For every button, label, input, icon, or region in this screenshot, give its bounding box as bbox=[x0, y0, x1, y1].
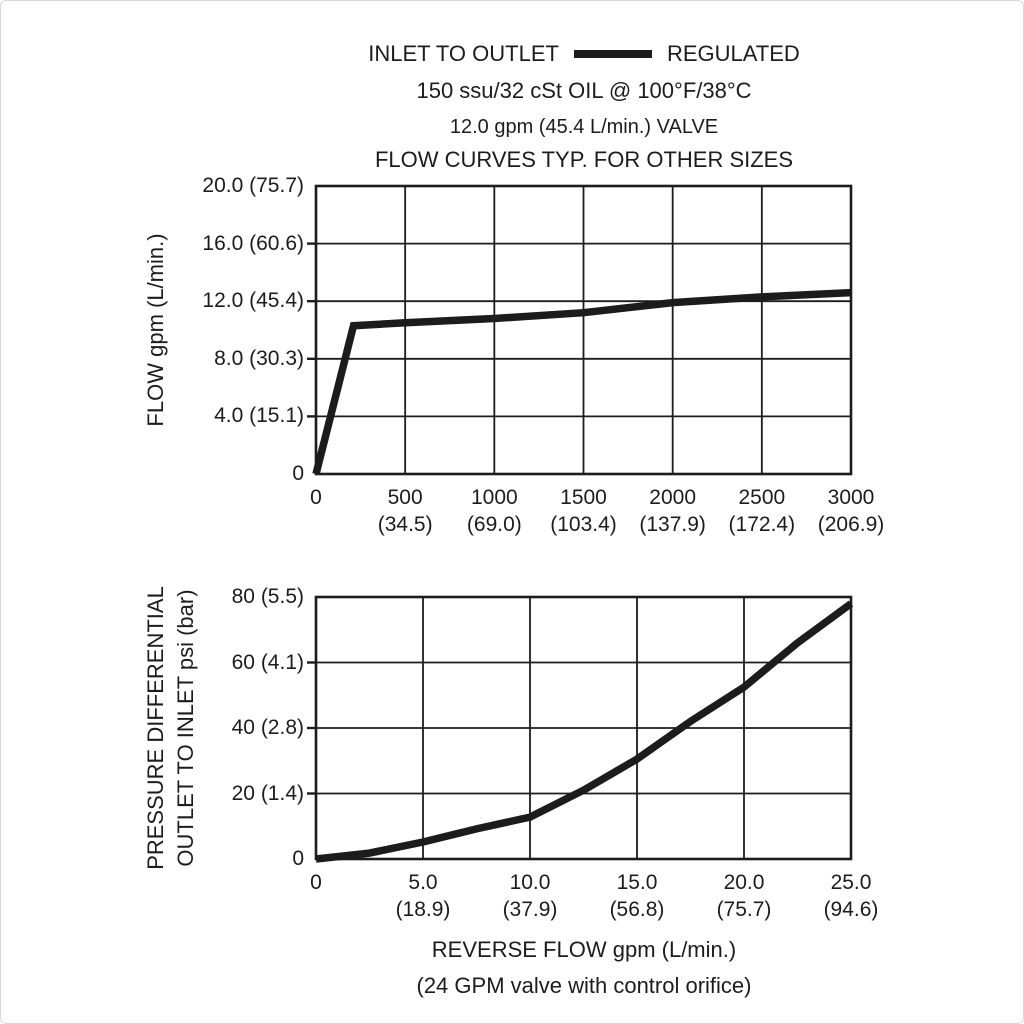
y-tick-label: 12.0 (45.4) bbox=[202, 289, 304, 313]
x-tick-value: 15.0 bbox=[616, 871, 658, 894]
x-tick-metric-value: (206.9) bbox=[817, 513, 885, 536]
x-tick-label: 20.0 (75.7) bbox=[684, 869, 804, 923]
plot-frame bbox=[314, 595, 853, 861]
y-tick-label: 16.0 (60.6) bbox=[202, 231, 304, 255]
x-tick-label: 10.0 (37.9) bbox=[470, 869, 590, 923]
series-curve bbox=[312, 288, 852, 475]
x-tick-label: 0 bbox=[256, 869, 376, 896]
x-tick-metric-value: (172.4) bbox=[728, 513, 796, 536]
x-tick-value: 3000 bbox=[827, 486, 875, 509]
x-tick-metric-value: (69.0) bbox=[466, 513, 522, 536]
x-tick-value: 5.0 bbox=[408, 871, 438, 894]
x-tick-label: 15.0 (56.8) bbox=[577, 869, 697, 923]
x-tick-value: 0 bbox=[310, 871, 322, 894]
y-tick-label: 20.0 (75.7) bbox=[202, 174, 304, 197]
x-tick-metric-value: (18.9) bbox=[395, 898, 451, 921]
y-tick-label: 20 (1.4) bbox=[231, 781, 304, 805]
x-tick-metric-value: (137.9) bbox=[639, 513, 706, 536]
x-tick-label: 0 bbox=[256, 484, 376, 511]
flow-curves-note: FLOW CURVES TYP. FOR OTHER SIZES bbox=[374, 147, 794, 172]
x-tick-metric-value: (94.6) bbox=[823, 898, 879, 921]
x-tick-value: 0 bbox=[310, 486, 322, 509]
x-tick-value: 2000 bbox=[649, 486, 697, 509]
plot-area bbox=[307, 595, 854, 863]
y-tick-label: 0 bbox=[292, 462, 304, 485]
y-tick-label: 60 (4.1) bbox=[231, 650, 304, 674]
y-tick-label: 80 (5.5) bbox=[231, 585, 304, 608]
x-tick-label: 2500 (172.4) bbox=[702, 484, 822, 538]
x-tick-value: 10.0 bbox=[509, 871, 551, 894]
y-tick-label: 40 (2.8) bbox=[231, 716, 304, 739]
x-tick-value: 25.0 bbox=[830, 871, 872, 894]
x-tick-value: 500 bbox=[387, 486, 423, 509]
y-tick-label: 4.0 (15.1) bbox=[214, 404, 304, 428]
x-tick-label: 3000 (206.9) bbox=[791, 484, 911, 538]
plot-frame bbox=[314, 184, 853, 476]
x-axis-title-reverse-flow: REVERSE FLOW gpm (L/min.) bbox=[431, 937, 737, 962]
x-tick-label: 5.0 (18.9) bbox=[363, 869, 483, 923]
x-tick-value: 20.0 bbox=[723, 871, 765, 894]
x-tick-value: 2500 bbox=[738, 486, 786, 509]
legend-value-label: REGULATED bbox=[666, 41, 800, 66]
x-tick-metric-value: (34.5) bbox=[377, 513, 433, 536]
x-tick-metric-value: (37.9) bbox=[502, 898, 558, 921]
x-tick-metric-value: (103.4) bbox=[550, 513, 617, 536]
y-tick-label: 8.0 (30.3) bbox=[214, 346, 304, 370]
x-tick-metric-value: (75.7) bbox=[716, 898, 772, 921]
valve-spec-text: 12.0 gpm (45.4 L/min.) VALVE bbox=[449, 116, 719, 138]
plot-area bbox=[307, 184, 853, 476]
x-tick-label: 2000 (137.9) bbox=[613, 484, 733, 538]
x-tick-label: 1500 (103.4) bbox=[524, 484, 644, 538]
oil-spec-text: 150 ssu/32 cSt OIL @ 100°F/38°C bbox=[416, 78, 752, 103]
series-curve bbox=[315, 600, 854, 863]
x-tick-value: 1500 bbox=[560, 486, 607, 509]
x-tick-label: 500 (34.5) bbox=[345, 484, 465, 538]
x-axis-title-note: (24 GPM valve with control orifice) bbox=[416, 973, 752, 998]
x-tick-label: 25.0 (94.6) bbox=[791, 869, 911, 923]
legend-line-swatch bbox=[573, 50, 652, 58]
legend: INLET TO OUTLET REGULATED bbox=[144, 41, 1023, 67]
y-tick-label: 0 bbox=[292, 847, 304, 870]
legend-series-label: INLET TO OUTLET bbox=[368, 41, 559, 66]
x-tick-label: 1000 (69.0) bbox=[434, 484, 554, 538]
x-tick-value: 1000 bbox=[470, 486, 518, 509]
x-tick-metric-value: (56.8) bbox=[609, 898, 665, 921]
